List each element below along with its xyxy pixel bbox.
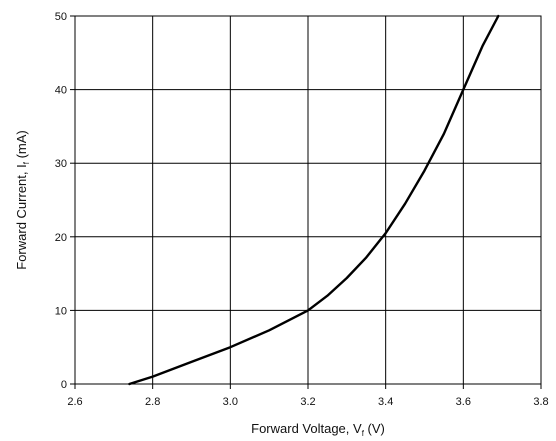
forward-current-curve xyxy=(128,14,500,386)
y-tick-label: 10 xyxy=(55,305,67,317)
series-layer xyxy=(128,14,500,386)
y-tick-label: 30 xyxy=(55,158,67,170)
x-axis-title-main: Forward Voltage, V xyxy=(251,421,362,436)
x-tick-label: 3.2 xyxy=(300,396,315,408)
x-tick-label: 3.6 xyxy=(456,396,471,408)
y-axis-title-subscript: f xyxy=(22,161,31,164)
x-tick-labels: 2.6 2.8 3.0 3.2 3.4 3.6 3.8 xyxy=(67,396,548,408)
x-tick-label: 3.0 xyxy=(223,396,238,408)
y-tick-label: 50 xyxy=(55,11,67,23)
x-axis-title-subscript: f xyxy=(362,429,365,438)
y-tick-label: 0 xyxy=(61,379,67,391)
x-axis-title-suffix: (V) xyxy=(364,421,385,436)
x-tick-label: 2.8 xyxy=(145,396,160,408)
tick-marks xyxy=(70,15,542,389)
y-axis-title-main: Forward Current, I xyxy=(14,164,29,269)
y-axis-title-suffix: (mA) xyxy=(14,130,29,162)
y-tick-labels: 0 10 20 30 40 50 xyxy=(55,11,67,391)
y-axis-title: Forward Current, If (mA) xyxy=(14,130,31,270)
y-tick-label: 40 xyxy=(55,85,67,97)
x-tick-label: 2.6 xyxy=(67,396,82,408)
x-axis-title: Forward Voltage, Vf (V) xyxy=(251,421,385,438)
x-tick-label: 3.8 xyxy=(533,396,548,408)
x-tick-label: 3.4 xyxy=(378,396,393,408)
y-tick-label: 20 xyxy=(55,232,67,244)
